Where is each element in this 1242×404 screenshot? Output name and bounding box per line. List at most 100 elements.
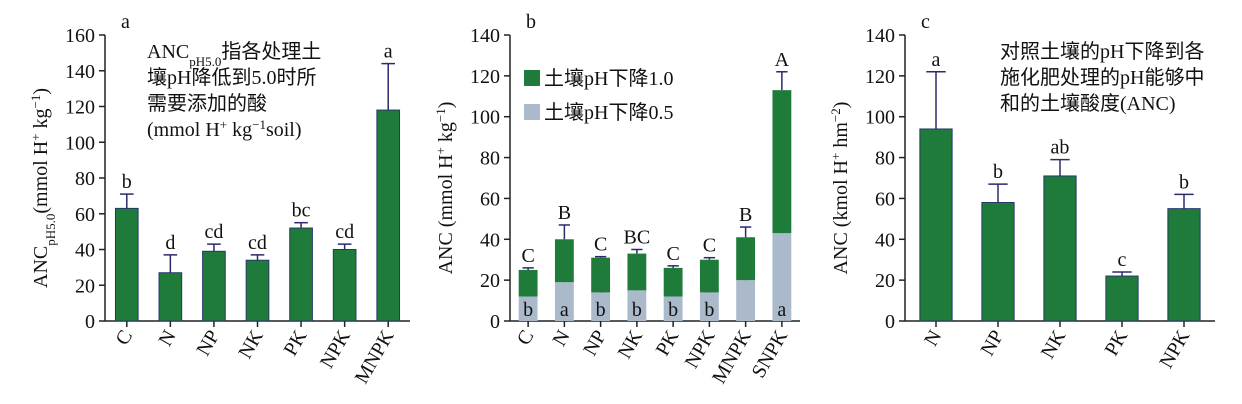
significance-letter: a	[560, 299, 569, 321]
y-tick-label: 80	[480, 148, 500, 170]
x-tick-label: C	[111, 327, 137, 350]
text-part: (mmol H	[30, 141, 52, 214]
significance-letter: C	[666, 243, 679, 265]
text-part: −1	[252, 117, 266, 132]
x-tick-label: PK	[280, 326, 312, 360]
significance-letter: A	[775, 49, 790, 71]
x-tick-label: PK	[1100, 326, 1132, 360]
text-part: )	[435, 102, 457, 109]
x-tick-label: NPK	[1155, 326, 1194, 372]
y-tick-label: 100	[470, 107, 500, 129]
y-tick-label: 40	[875, 229, 895, 251]
y-tick-label: 20	[875, 270, 895, 292]
text-part: 和的土壤酸度(ANC)	[1000, 92, 1176, 115]
y-tick-label: 20	[480, 270, 500, 292]
bar	[114, 207, 139, 322]
text-part: −2	[828, 108, 843, 122]
y-tick-label: 160	[65, 25, 95, 47]
significance-letter: B	[739, 204, 752, 226]
legend-swatch	[524, 70, 540, 86]
x-tick-label: NP	[192, 327, 224, 360]
text-part: 指各处理土	[221, 40, 321, 63]
significance-letter: C	[594, 234, 607, 256]
y-tick-label: 40	[480, 229, 500, 251]
bar-segment	[627, 290, 647, 321]
text-part: 壤pH降低到5.0时所	[147, 66, 316, 89]
y-tick-label: 140	[65, 61, 95, 83]
bar	[1043, 175, 1077, 322]
bar	[158, 272, 183, 322]
y-tick-label: 120	[470, 66, 500, 88]
significance-letter: C	[703, 235, 716, 257]
bar	[1105, 275, 1139, 322]
x-tick-label: C	[513, 327, 539, 350]
y-tick-label: 80	[875, 148, 895, 170]
panel-label: c	[921, 11, 930, 33]
y-axis-label: ANC (kmol H+ hm−2)	[828, 102, 853, 275]
bar	[202, 250, 226, 322]
bar-segment	[772, 233, 792, 321]
y-tick-label: 120	[65, 97, 95, 119]
significance-letter: C	[521, 245, 534, 267]
text-part: (mmol H	[147, 119, 220, 141]
annotation: 需要添加的酸	[147, 92, 267, 115]
significance-letter: cd	[248, 232, 267, 254]
significance-letter: cd	[335, 221, 354, 243]
significance-letter: b	[668, 299, 678, 321]
y-tick-label: 60	[75, 204, 95, 226]
bar-segment	[699, 292, 719, 321]
annotation: 施化肥处理的pH能够中	[1000, 66, 1204, 89]
significance-letter: b	[704, 299, 714, 321]
bar-segment	[772, 90, 792, 234]
significance-letter: a	[932, 49, 941, 71]
significance-letter: a	[777, 299, 786, 321]
annotation: 壤pH降低到5.0时所	[147, 66, 316, 89]
text-part: +	[220, 117, 227, 132]
text-part: pH5.0	[189, 54, 221, 69]
significance-letter: ab	[1051, 137, 1070, 159]
significance-letter: b	[523, 299, 533, 321]
y-tick-label: 60	[875, 188, 895, 210]
bar-segment	[591, 257, 611, 293]
y-tick-label: 0	[85, 311, 95, 333]
significance-letter: c	[1118, 249, 1127, 271]
significance-letter: b	[993, 161, 1003, 183]
bar-segment	[554, 282, 574, 321]
significance-letter: B	[558, 202, 571, 224]
y-tick-label: 100	[65, 132, 95, 154]
bar	[289, 227, 313, 322]
significance-letter: b	[596, 299, 606, 321]
annotation: 和的土壤酸度(ANC)	[1000, 92, 1176, 115]
significance-letter: a	[384, 41, 393, 63]
x-tick-label: NK	[614, 326, 648, 362]
bar-segment	[663, 296, 683, 321]
y-tick-label: 80	[75, 168, 95, 190]
bar-segment	[591, 292, 611, 321]
y-tick-label: 140	[470, 25, 500, 47]
y-tick-label: 0	[490, 311, 500, 333]
x-tick-label: NP	[579, 327, 611, 360]
text-part: soil)	[266, 119, 302, 141]
bar-segment	[554, 239, 574, 283]
x-tick-label: PK	[652, 326, 684, 360]
text-part: kg	[435, 122, 457, 147]
text-part: pH5.0	[43, 214, 58, 246]
bar-segment	[663, 267, 683, 297]
x-tick-label: NP	[976, 327, 1008, 360]
bar	[981, 202, 1015, 322]
annotation: 对照土壤的pH下降到各	[1000, 40, 1204, 63]
significance-letter: b	[122, 171, 132, 193]
text-part: −1	[28, 95, 43, 109]
bar	[376, 109, 401, 322]
text-part: −1	[433, 108, 448, 122]
text-part: 施化肥处理的pH能够中	[1000, 66, 1204, 89]
significance-letter: b	[632, 299, 642, 321]
annotation: (mmol H+ kg−1soil)	[147, 117, 302, 142]
y-tick-label: 140	[865, 25, 895, 47]
significance-letter: cd	[204, 221, 223, 243]
bar-segment	[518, 296, 538, 321]
annotation: ANCpH5.0指各处理土	[147, 40, 321, 69]
panel-label: a	[121, 11, 130, 33]
text-part: kg	[227, 119, 252, 141]
y-tick-label: 120	[865, 66, 895, 88]
